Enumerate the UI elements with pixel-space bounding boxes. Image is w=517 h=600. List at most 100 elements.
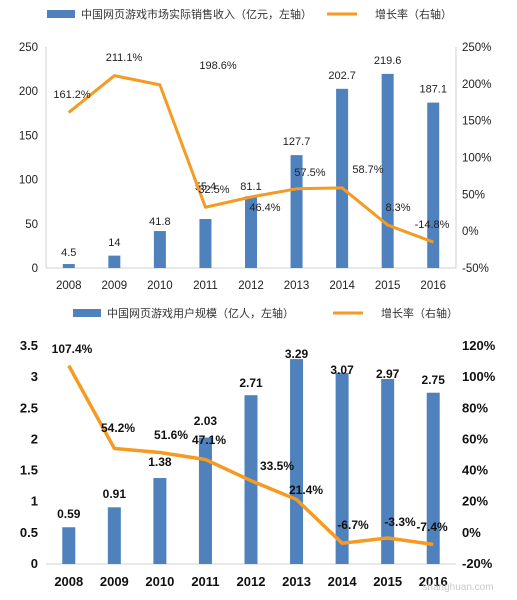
line-value-label: 21.4% (289, 483, 323, 497)
x-tick-label-2013: 2013 (284, 280, 310, 292)
bar-2010 (153, 231, 166, 268)
line-value-label: 58.7% (352, 164, 383, 176)
bar-value-label: 0.91 (103, 487, 127, 501)
line-value-label: -14.8% (415, 219, 450, 231)
watermark-text: shanghuan.com (422, 582, 493, 593)
line-value-label: 8.3% (385, 202, 410, 214)
y-right-tick-label: 100% (462, 369, 496, 384)
bar-2009 (108, 255, 121, 268)
line-value-label: 107.4% (52, 342, 93, 356)
y-right-tick-label: 100% (462, 153, 491, 165)
y-right-tick-label: 60% (462, 431, 488, 446)
y-left-tick-label: 0.5 (20, 525, 38, 540)
y-left-tick-label: 200 (19, 86, 38, 98)
x-tick-label-2015: 2015 (375, 280, 401, 292)
y-right-tick-label: 0% (462, 525, 481, 540)
bar-2013 (290, 359, 304, 564)
y-left-tick-label: 1 (31, 494, 38, 509)
y-left-tick-label: 1.5 (20, 463, 38, 478)
legend-bar-swatch (47, 10, 75, 18)
y-right-tick-label: 80% (462, 400, 488, 415)
bar-2011 (199, 219, 212, 268)
x-tick-label-2016: 2016 (420, 280, 446, 292)
y-right-tick-label: 0% (462, 226, 479, 238)
bar-value-label: 219.6 (374, 55, 402, 67)
y-left-tick-label: 3.5 (20, 338, 38, 353)
line-value-label: -6.7% (337, 518, 369, 532)
bar-2016 (427, 102, 440, 268)
line-value-label: 161.2% (53, 89, 91, 101)
bar-value-label: 2.97 (376, 367, 400, 381)
y-left-tick-label: 2 (31, 431, 38, 446)
bar-value-label: 0.59 (57, 507, 81, 521)
line-value-label: 198.6% (199, 60, 237, 72)
bar-value-label: 127.7 (283, 136, 311, 148)
bar-value-label: 14 (108, 237, 120, 249)
bar-value-label: 1.38 (148, 455, 172, 469)
growth-rate-line (67, 364, 434, 547)
bar-value-label: 2.75 (422, 373, 446, 387)
x-tick-label-2010: 2010 (147, 280, 173, 292)
line-value-label: 33.5% (260, 459, 294, 473)
y-left-tick-label: 0 (31, 556, 38, 571)
bar-value-label: 4.5 (61, 247, 76, 259)
x-tick-label-2009: 2009 (100, 574, 129, 589)
x-tick-label-2008: 2008 (56, 280, 82, 292)
bar-value-label: 202.7 (328, 70, 356, 82)
y-right-tick-label: 120% (462, 338, 496, 353)
line-value-label: 32.5% (198, 184, 229, 196)
bar-value-label: 3.29 (285, 347, 309, 361)
x-tick-label-2009: 2009 (102, 280, 128, 292)
bar-2010 (153, 478, 167, 564)
y-left-tick-label: 100 (19, 175, 38, 187)
x-tick-label-2014: 2014 (328, 574, 358, 589)
line-value-label: -3.3% (384, 515, 416, 529)
bar-value-label: 3.07 (330, 363, 354, 377)
bar-2008 (62, 264, 75, 268)
legend-bar-label: 中国网页游戏用户规模（亿人，左轴） (107, 306, 294, 320)
legend-bar-label: 中国网页游戏市场实际销售收入（亿元，左轴） (81, 7, 312, 21)
bar-2011 (198, 437, 212, 564)
y-right-tick-label: 200% (462, 79, 491, 91)
bar-2014 (335, 372, 349, 564)
line-value-label: 51.6% (154, 428, 188, 442)
bar-2014 (336, 88, 349, 268)
x-tick-label-2010: 2010 (145, 574, 174, 589)
bar-value-label: 81.1 (240, 181, 261, 193)
bar-2013 (290, 155, 303, 268)
line-value-label: -7.4% (416, 520, 448, 534)
x-tick-label-2015: 2015 (373, 574, 402, 589)
x-tick-label-2008: 2008 (54, 574, 83, 589)
legend-line-label: 增长率（右轴） (375, 7, 452, 21)
line-value-label: 54.2% (101, 421, 135, 435)
y-left-tick-label: 150 (19, 130, 38, 142)
bar-2008 (62, 527, 76, 564)
bar-2016 (426, 392, 440, 564)
bar-value-label: 2.03 (194, 414, 218, 428)
y-right-tick-label: 150% (462, 116, 491, 128)
y-right-tick-label: 20% (462, 494, 488, 509)
y-right-tick-label: 50% (462, 189, 485, 201)
x-tick-label-2012: 2012 (237, 574, 266, 589)
y-right-tick-label: -20% (462, 556, 493, 571)
y-left-tick-label: 250 (19, 42, 38, 54)
line-value-label: 47.1% (192, 433, 226, 447)
x-tick-label-2012: 2012 (238, 280, 264, 292)
line-value-label: 57.5% (294, 167, 325, 179)
bar-value-label: 2.71 (239, 376, 263, 390)
bar-value-label: 187.1 (419, 84, 447, 96)
bar-2015 (381, 379, 395, 564)
x-tick-label-2014: 2014 (329, 280, 355, 292)
bar-2009 (107, 507, 121, 564)
y-left-tick-label: 0 (32, 263, 38, 275)
legend-bar-swatch (73, 309, 101, 317)
y-right-tick-label: -50% (462, 263, 489, 275)
bar-value-label: 41.8 (149, 216, 170, 228)
y-right-tick-label: 250% (462, 42, 491, 54)
y-left-tick-label: 50 (25, 219, 38, 231)
x-tick-label-2011: 2011 (193, 280, 218, 292)
x-tick-label-2011: 2011 (191, 574, 219, 589)
y-left-tick-label: 2.5 (20, 400, 38, 415)
legend-line-label: 增长率（右轴） (381, 306, 458, 320)
